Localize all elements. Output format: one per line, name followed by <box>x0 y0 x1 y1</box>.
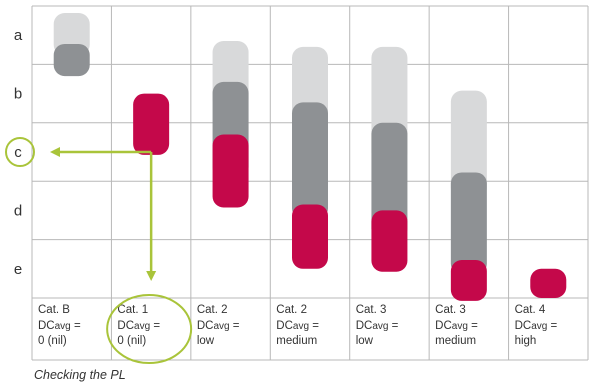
category-value: 0 (nil) <box>38 335 67 347</box>
chart-caption: Checking the PL <box>34 368 126 382</box>
category-name: Cat. 3 <box>435 304 466 316</box>
category-value: low <box>356 335 374 347</box>
level-label-e: e <box>14 261 22 278</box>
category-name: Cat. 3 <box>356 304 387 316</box>
level-labels: a b c d e <box>14 27 23 278</box>
level-label-d: d <box>14 202 22 219</box>
bar-dark-6 <box>450 172 487 275</box>
bar-light-6 <box>450 90 487 199</box>
bar-red-5 <box>371 210 408 272</box>
bar-red-7 <box>530 268 567 298</box>
pl-annotation <box>5 137 193 364</box>
category-value: medium <box>276 335 317 347</box>
category-value: 0 (nil) <box>117 335 146 347</box>
category-dc: DCavg = <box>38 320 81 332</box>
category-dc: DCavg = <box>356 320 399 332</box>
category-dc: DCavg = <box>276 320 319 332</box>
category-name: Cat. 1 <box>117 304 148 316</box>
level-highlight-circle <box>5 137 35 167</box>
bars <box>53 13 567 301</box>
category-value: medium <box>435 335 476 347</box>
category-value: high <box>515 335 537 347</box>
category-name: Cat. 4 <box>515 304 546 316</box>
bar-red-6 <box>450 260 487 301</box>
level-label-c: c <box>14 144 22 161</box>
bar-red-4 <box>292 204 328 269</box>
arrow-to-category-head <box>146 271 157 281</box>
bar-red-2 <box>133 93 170 155</box>
bar-dark-5 <box>371 122 408 240</box>
category-name: Cat. 2 <box>276 304 307 316</box>
bar-dark-1 <box>53 43 90 77</box>
category-dc: DCavg = <box>117 320 160 332</box>
category-dc: DCavg = <box>435 320 478 332</box>
category-highlight-circle <box>106 294 193 364</box>
arrow-to-level-head <box>50 147 60 157</box>
category-dc: DCavg = <box>197 320 240 332</box>
category-value: low <box>197 335 215 347</box>
category-labels: Cat. B DCavg = 0 (nil) Cat. 1 DCavg = 0 (nil)… <box>38 304 558 347</box>
category-name: Cat. B <box>38 304 70 316</box>
level-label-b: b <box>14 86 22 103</box>
category-dc: DCavg = <box>515 320 558 332</box>
category-name: Cat. 2 <box>197 304 228 316</box>
bar-red-3 <box>212 134 249 208</box>
bar-dark-4 <box>292 102 328 220</box>
level-label-a: a <box>14 27 23 44</box>
